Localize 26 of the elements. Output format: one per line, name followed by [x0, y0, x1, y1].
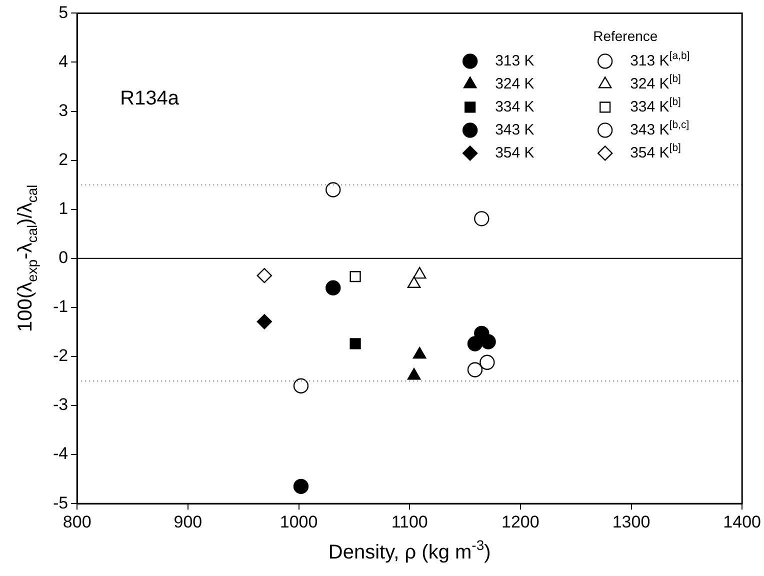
y-tick-label: -3	[52, 395, 68, 414]
y-tick-label: -2	[52, 346, 68, 366]
y-tick-label: 2	[58, 150, 68, 170]
y-tick-label: 5	[58, 2, 68, 22]
x-tick-label: 1000	[280, 512, 318, 532]
x-tick-label: 1200	[502, 512, 540, 532]
x-tick-label: 1100	[391, 512, 428, 532]
x-tick-label: 1400	[723, 512, 762, 532]
y-tick-label: 3	[58, 100, 68, 120]
x-tick-label: 900	[174, 512, 202, 532]
y-tick-label: 0	[58, 248, 68, 268]
legend-label: 334 K	[495, 98, 534, 116]
y-tick-label: -1	[52, 297, 68, 316]
y-tick-label: -4	[52, 444, 68, 464]
legend-title: Reference	[593, 28, 658, 44]
y-tick-label: 4	[58, 52, 68, 71]
legend-label: 354 K	[495, 144, 534, 162]
legend-label: 324 K	[495, 75, 534, 92]
y-tick-label: 1	[58, 199, 68, 218]
x-tick-label: 800	[62, 512, 92, 532]
y-tick-label: -5	[52, 493, 68, 512]
legend-label: 343 K	[495, 121, 534, 138]
legend-label: 313 K	[495, 52, 534, 70]
annotation: R134a	[120, 88, 180, 110]
x-tick-label: 1300	[612, 512, 650, 532]
y-axis-title: 100(λexp-λcal)/λcal	[14, 184, 40, 332]
